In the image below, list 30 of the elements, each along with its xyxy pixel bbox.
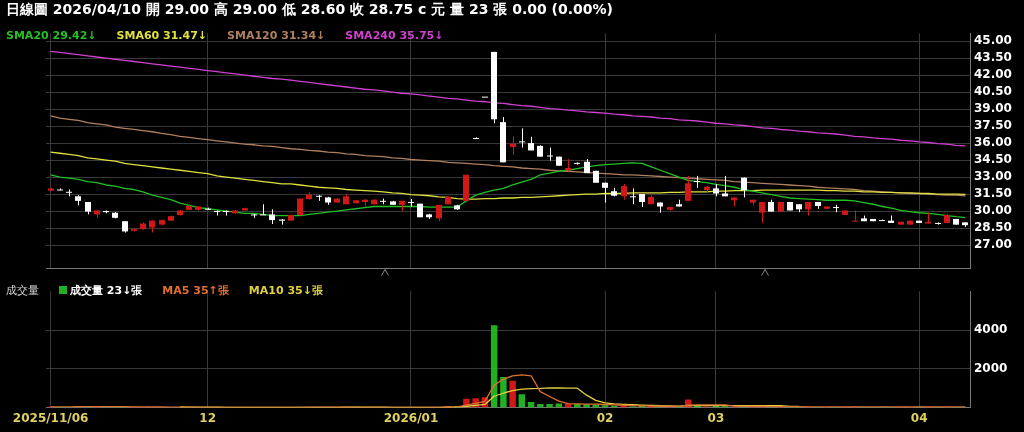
x-tick-label: 02 [596,410,614,425]
y-tick-label: 39.00 [974,101,1012,116]
y-tick-label: 27.00 [974,237,1012,252]
y-tick-label: 31.50 [974,186,1012,201]
text: SMA240 35.75↓ [345,29,444,42]
text: MA10 35↓張 [248,284,323,297]
y-tick-label: 42.00 [974,67,1012,82]
text: MA5 35↑張 [162,284,229,297]
y-tick-label: 36.00 [974,135,1012,150]
chart-title: 成交量 [6,284,39,297]
y-tick-label: 30.00 [974,203,1012,218]
y-tick-label: 43.50 [974,50,1012,65]
y-tick-label: 33.00 [974,169,1012,184]
text: SMA60 31.47↓ [116,29,208,42]
x-tick-label: 03 [707,410,725,425]
y-tick-label: 4000 [974,322,1008,337]
y-tick-label: 28.50 [974,220,1012,235]
chart-title: 日線圖 2026/04/10 開 29.00 高 29.00 低 28.60 收 28.75 c 元 量 23 張 0.00 (0.00%) [6,1,613,19]
y-tick-label: 34.50 [974,152,1012,167]
y-tick-label: 40.50 [974,84,1012,99]
y-tick-label: 2000 [974,360,1008,375]
x-tick-label: 2026/01 [383,410,439,425]
y-tick-label: 37.50 [974,118,1012,133]
x-tick-label: 04 [910,410,928,425]
x-tick-label: 2025/11/06 [12,410,89,425]
text: SMA20 29.42↓ [6,29,97,42]
legend-label: 成交量 23↓張 [69,284,143,297]
text: SMA120 31.34↓ [227,29,326,42]
x-tick-label: 12 [199,410,217,425]
y-tick-label: 45.00 [974,33,1012,48]
